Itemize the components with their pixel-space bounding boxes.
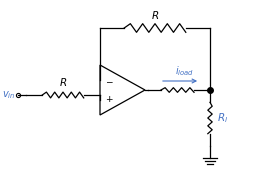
Text: $-$: $-$ <box>105 76 113 85</box>
Text: $i_{load}$: $i_{load}$ <box>175 64 194 78</box>
Text: $+$: $+$ <box>105 94 113 104</box>
Text: $R_l$: $R_l$ <box>216 111 227 125</box>
Text: $v_{in}$: $v_{in}$ <box>2 89 15 101</box>
Text: $R$: $R$ <box>150 9 158 21</box>
Text: $R$: $R$ <box>59 76 67 88</box>
